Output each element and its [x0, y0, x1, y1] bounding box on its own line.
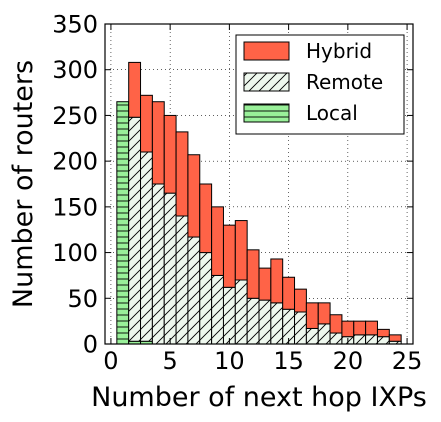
- bar-hybrid-fill: [140, 95, 153, 152]
- bar-hybrid-fill: [128, 62, 141, 118]
- bar-remote-hatch: [247, 298, 259, 344]
- bar-hybrid: [376, 328, 390, 338]
- y-tick-label: 200: [52, 148, 98, 176]
- bar-remote-hatch: [389, 341, 402, 344]
- bar-hybrid: [128, 61, 142, 118]
- bar-remote-hatch: [140, 152, 153, 342]
- bar-remote-hatch: [282, 309, 295, 344]
- bar-hybrid-fill: [223, 225, 236, 288]
- bar-hybrid: [388, 334, 402, 342]
- bar-hybrid-fill: [235, 220, 248, 280]
- y-axis-label: Number of routers: [8, 60, 39, 308]
- bar-hybrid-fill: [282, 277, 295, 310]
- y-tick-label: 300: [52, 56, 98, 84]
- bar-hybrid-fill: [377, 329, 390, 337]
- bar-hybrid-fill: [318, 302, 331, 324]
- legend-swatch-local-hatch: [244, 104, 289, 122]
- bar-remote-hatch: [270, 302, 283, 344]
- y-tick-label: 350: [52, 11, 98, 39]
- legend-swatch-remote-hatch: [244, 73, 289, 91]
- bar-remote-hatch: [187, 237, 200, 344]
- legend-label-remote: Remote: [306, 70, 383, 94]
- legend-swatch-hybrid: [243, 41, 290, 61]
- bar-hybrid-fill: [247, 249, 259, 299]
- legend-swatch-hybrid-fill: [244, 42, 289, 60]
- bars: [116, 61, 402, 344]
- legend-swatch-local: [243, 103, 290, 123]
- bar-remote-hatch: [377, 336, 390, 344]
- bar-remote-hatch: [223, 287, 236, 344]
- legend: Hybrid Remote Local: [235, 34, 405, 135]
- x-tick-label: 0: [103, 347, 118, 375]
- bar-hybrid-fill: [176, 131, 188, 216]
- bar-hybrid: [317, 302, 331, 325]
- x-tick-label: 25: [392, 347, 423, 375]
- y-tick-label: 0: [83, 331, 98, 359]
- legend-swatch-remote: [243, 72, 290, 92]
- bar-hybrid-fill: [211, 206, 224, 276]
- bar-remote-hatch: [128, 117, 141, 342]
- bar-hybrid: [365, 320, 378, 336]
- plot-frame: [104, 23, 414, 345]
- bar-remote-hatch: [306, 328, 319, 344]
- bar-hybrid-fill: [152, 101, 165, 184]
- bar-hybrid-fill: [389, 334, 402, 342]
- bar-remote-hatch: [164, 193, 177, 344]
- bar-hybrid-fill: [365, 321, 378, 335]
- bar-hybrid-fill: [330, 314, 342, 334]
- bar-remote-hatch: [353, 334, 366, 344]
- x-axis-label: Number of next hop IXPs: [91, 382, 427, 413]
- bar-remote-hatch: [330, 333, 342, 344]
- bar-remote-hatch: [259, 300, 271, 344]
- x-tick-label: 20: [333, 347, 364, 375]
- legend-label-hybrid: Hybrid: [306, 39, 372, 63]
- bar-hybrid-fill: [306, 302, 319, 329]
- bar-hybrid-fill: [259, 268, 271, 301]
- bar-hybrid-fill: [164, 115, 177, 194]
- bar-hybrid: [294, 288, 307, 313]
- bar-local-hatch: [140, 341, 153, 344]
- bar-remote-hatch: [294, 312, 307, 344]
- x-tick-label: 15: [273, 347, 304, 375]
- bar-hybrid-fill: [294, 289, 307, 312]
- x-tick-label: 10: [214, 347, 245, 375]
- y-tick-label: 50: [67, 285, 98, 313]
- bar-remote-hatch: [318, 323, 331, 344]
- bar-remote-hatch: [211, 275, 224, 344]
- legend-label-local: Local: [306, 101, 358, 125]
- bar-hybrid-fill: [353, 321, 366, 335]
- bar-hybrid-fill: [199, 184, 212, 253]
- x-tick-label: 5: [163, 347, 178, 375]
- bar-remote-hatch: [235, 280, 248, 344]
- y-tick-label: 250: [52, 102, 98, 130]
- bar-hybrid-fill: [270, 258, 283, 303]
- bar-remote-hatch: [152, 184, 165, 344]
- bar-remote-hatch: [199, 252, 212, 344]
- bar-remote-hatch: [176, 216, 188, 344]
- bar-remote-hatch: [365, 334, 378, 344]
- bar-hybrid-fill: [341, 321, 354, 337]
- y-tick-label: 150: [52, 193, 98, 221]
- bar-hybrid-fill: [187, 154, 200, 238]
- bar-local-hatch: [128, 341, 141, 344]
- y-tick-label: 100: [52, 239, 98, 267]
- bar-local-hatch: [116, 101, 129, 344]
